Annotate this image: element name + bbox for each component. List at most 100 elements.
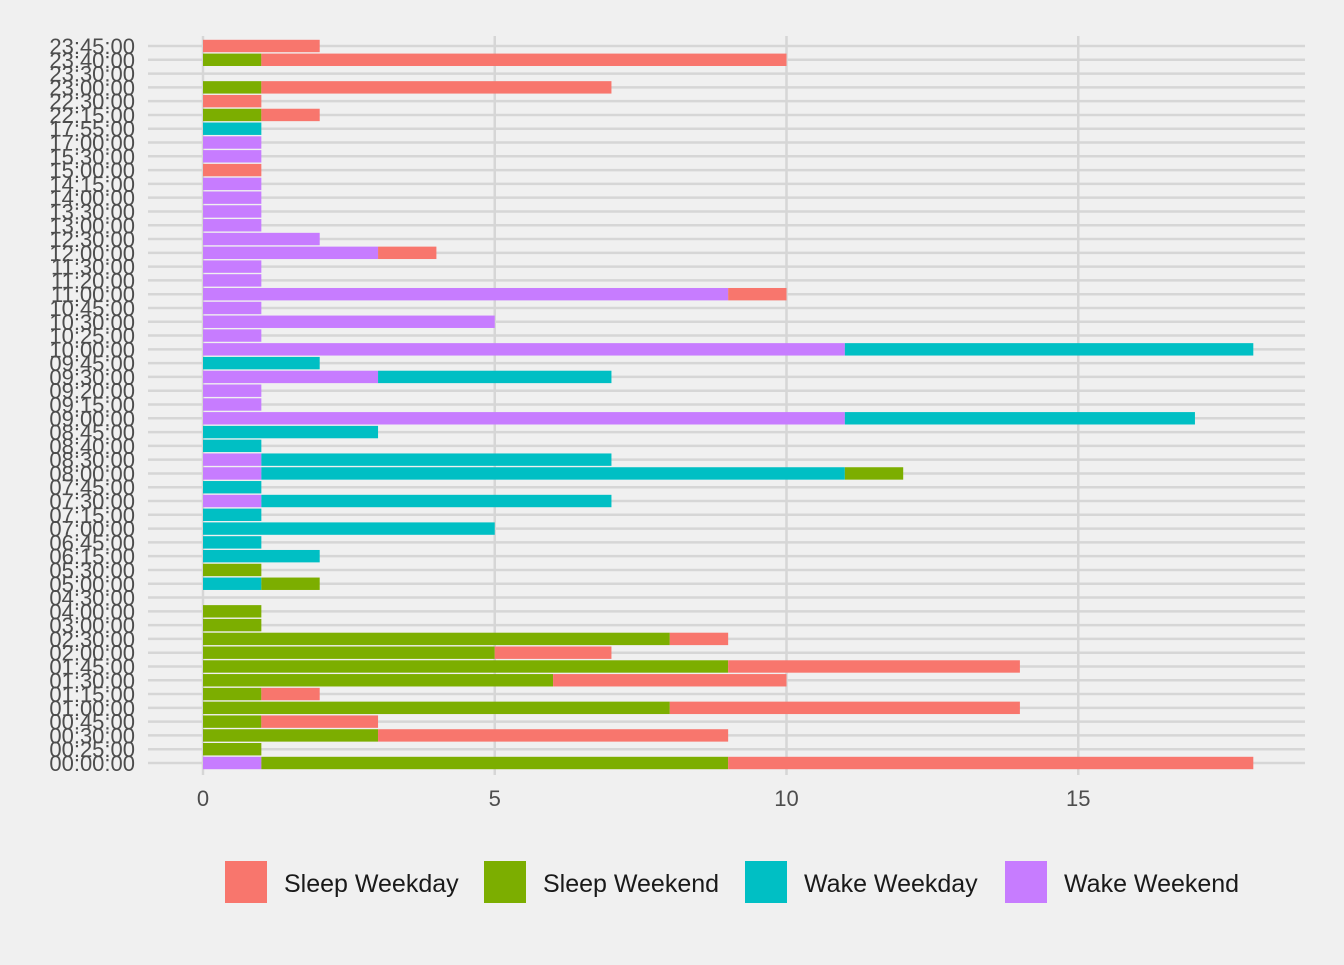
bar-segment <box>553 674 787 687</box>
bar-segment <box>378 729 729 742</box>
bar-segment <box>203 756 262 770</box>
y-tick-label: 08:00:00 <box>49 461 135 486</box>
bar-segment <box>261 577 320 590</box>
y-tick-label: 07:15:00 <box>49 503 135 528</box>
bar-segment <box>203 329 262 342</box>
bar-segment <box>844 412 1195 425</box>
bar-segment <box>844 343 1254 356</box>
bar-segment <box>728 660 1020 673</box>
legend-label: Sleep Weekend <box>543 870 719 898</box>
bar-segment <box>203 274 262 287</box>
bar-segment <box>203 425 379 439</box>
bar-segment <box>203 343 845 356</box>
bar-segment <box>203 467 262 480</box>
y-tick-label: 04:30:00 <box>49 586 135 611</box>
bar-segment <box>203 246 379 260</box>
bar-segment <box>669 701 1020 715</box>
y-tick-label: 23:45:00 <box>49 34 135 59</box>
y-tick-label: 01:45:00 <box>49 654 135 679</box>
y-tick-label: 09:20:00 <box>49 379 135 404</box>
y-tick-label: 00:25:00 <box>49 737 135 762</box>
bar-segment <box>203 301 262 315</box>
y-tick-label: 10:45:00 <box>49 296 135 321</box>
bar-segment <box>261 687 320 701</box>
bar-segment <box>203 549 320 563</box>
y-tick-label: 14:00:00 <box>49 186 135 211</box>
bar-segment <box>378 246 437 260</box>
bar-segment <box>203 219 262 232</box>
x-tick-label: 10 <box>774 786 798 811</box>
bar-segment <box>494 646 612 659</box>
bar-segment <box>203 577 262 590</box>
bar-segment <box>203 743 262 756</box>
y-tick-label: 07:30:00 <box>49 489 135 514</box>
bar-segment <box>203 398 262 411</box>
y-tick-label: 13:00:00 <box>49 213 135 238</box>
y-tick-label: 12:00:00 <box>49 241 135 266</box>
y-tick-label: 00:30:00 <box>49 723 135 748</box>
legend-label: Wake Weekend <box>1064 870 1239 898</box>
y-tick-label: 00:45:00 <box>49 710 135 735</box>
y-tick-label: 03:00:00 <box>49 613 135 638</box>
legend-swatch <box>225 861 267 903</box>
y-tick-label: 17:55:00 <box>49 117 135 142</box>
bar-segment <box>203 453 262 466</box>
bar-segment <box>203 81 262 94</box>
bar-segment <box>203 563 262 577</box>
x-tick-label: 5 <box>489 786 501 811</box>
bar-segment <box>203 108 262 122</box>
bar-segment <box>203 205 262 218</box>
y-tick-label: 23:40:00 <box>49 48 135 73</box>
bar-segment <box>203 729 379 742</box>
bar-segment <box>203 632 670 646</box>
y-tick-label: 08:40:00 <box>49 434 135 459</box>
bar-segment <box>203 508 262 522</box>
legend-label: Wake Weekday <box>804 870 978 898</box>
bar-segment <box>203 53 262 66</box>
bar-segment <box>203 494 262 508</box>
legend-swatch <box>484 861 526 903</box>
bar-segment <box>203 370 379 384</box>
y-tick-label: 22:15:00 <box>49 103 135 128</box>
y-tick-label: 11:00:00 <box>51 282 135 307</box>
y-tick-label: 22:30:00 <box>49 89 135 114</box>
bar-segment <box>203 618 262 632</box>
bar-segment <box>203 646 495 659</box>
y-tick-label: 05:00:00 <box>49 572 135 597</box>
bar-segment <box>203 136 262 149</box>
y-tick-label: 09:00:00 <box>49 406 135 431</box>
bar-segment <box>203 356 320 370</box>
bar-segment <box>203 260 262 273</box>
bar-segment <box>203 163 262 177</box>
bar-segment <box>261 715 379 728</box>
y-tick-label: 10:25:00 <box>49 324 135 349</box>
x-tick-label: 0 <box>197 786 209 811</box>
bar-segment <box>261 81 612 94</box>
y-tick-label: 11:30:00 <box>51 255 135 280</box>
bar-segment <box>203 39 320 53</box>
bar-segment <box>203 605 262 618</box>
y-tick-label: 09:45:00 <box>49 351 135 376</box>
bar-segment <box>669 632 729 646</box>
bar-segment <box>203 536 262 549</box>
y-tick-label: 13:30:00 <box>49 199 135 224</box>
bar-segment <box>203 384 262 397</box>
bar-segment <box>203 439 262 453</box>
bar-segment <box>261 494 612 508</box>
y-tick-label: 01:30:00 <box>49 668 135 693</box>
y-tick-label: 06:45:00 <box>49 530 135 555</box>
legend-label: Sleep Weekday <box>284 870 459 898</box>
bar-segment <box>844 467 904 480</box>
y-tick-labels: 00:00:0000:25:0000:30:0000:45:0001:00:00… <box>49 34 135 776</box>
bar-segment <box>203 687 262 701</box>
bar-segment <box>203 522 495 535</box>
bar-segment <box>203 94 262 108</box>
bar-segment <box>203 232 320 246</box>
bar-segment <box>203 660 729 673</box>
bar-segment <box>203 315 495 328</box>
bars <box>203 39 1254 770</box>
bar-segment <box>203 191 262 204</box>
y-tick-label: 05:30:00 <box>49 558 135 583</box>
